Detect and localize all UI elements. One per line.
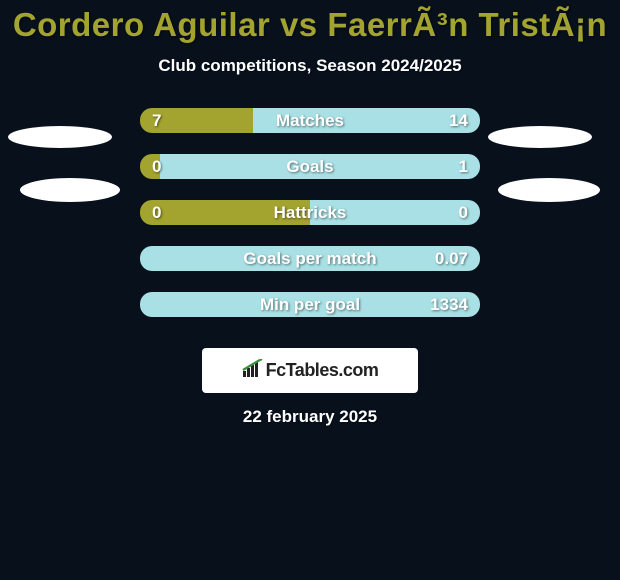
- page-title: Cordero Aguilar vs FaerrÃ³n TristÃ¡n: [0, 0, 620, 44]
- stat-bar-right: [253, 108, 480, 133]
- stat-bar-right: [160, 154, 480, 179]
- date-text: 22 february 2025: [0, 407, 620, 427]
- stat-bar-track: [140, 200, 480, 225]
- stat-bar-track: [140, 154, 480, 179]
- stats-area: Matches714Goals01Hattricks00Goals per ma…: [0, 108, 620, 338]
- subtitle: Club competitions, Season 2024/2025: [0, 56, 620, 76]
- stat-row: Goals per match0.07: [0, 246, 620, 292]
- stat-value-left: 0: [152, 154, 161, 179]
- bar-chart-icon: [242, 359, 264, 382]
- stat-row: Hattricks00: [0, 200, 620, 246]
- stat-value-right: 1334: [430, 292, 468, 317]
- stat-value-right: 14: [449, 108, 468, 133]
- stat-bar-track: [140, 108, 480, 133]
- stat-row: Matches714: [0, 108, 620, 154]
- stat-value-left: 0: [152, 200, 161, 225]
- comparison-card: Cordero Aguilar vs FaerrÃ³n TristÃ¡n Clu…: [0, 0, 620, 580]
- stat-bar-right: [310, 200, 480, 225]
- stat-bar-track: [140, 246, 480, 271]
- stat-value-left: 7: [152, 108, 161, 133]
- stat-bar-right: [140, 246, 480, 271]
- stat-value-right: 1: [459, 154, 468, 179]
- stat-bar-left: [140, 200, 310, 225]
- logo-text: FcTables.com: [266, 360, 379, 381]
- stat-value-right: 0: [459, 200, 468, 225]
- stat-value-right: 0.07: [435, 246, 468, 271]
- stat-row: Goals01: [0, 154, 620, 200]
- stat-bar-right: [140, 292, 480, 317]
- logo-box: FcTables.com: [202, 348, 418, 393]
- stat-row: Min per goal1334: [0, 292, 620, 338]
- stat-bar-track: [140, 292, 480, 317]
